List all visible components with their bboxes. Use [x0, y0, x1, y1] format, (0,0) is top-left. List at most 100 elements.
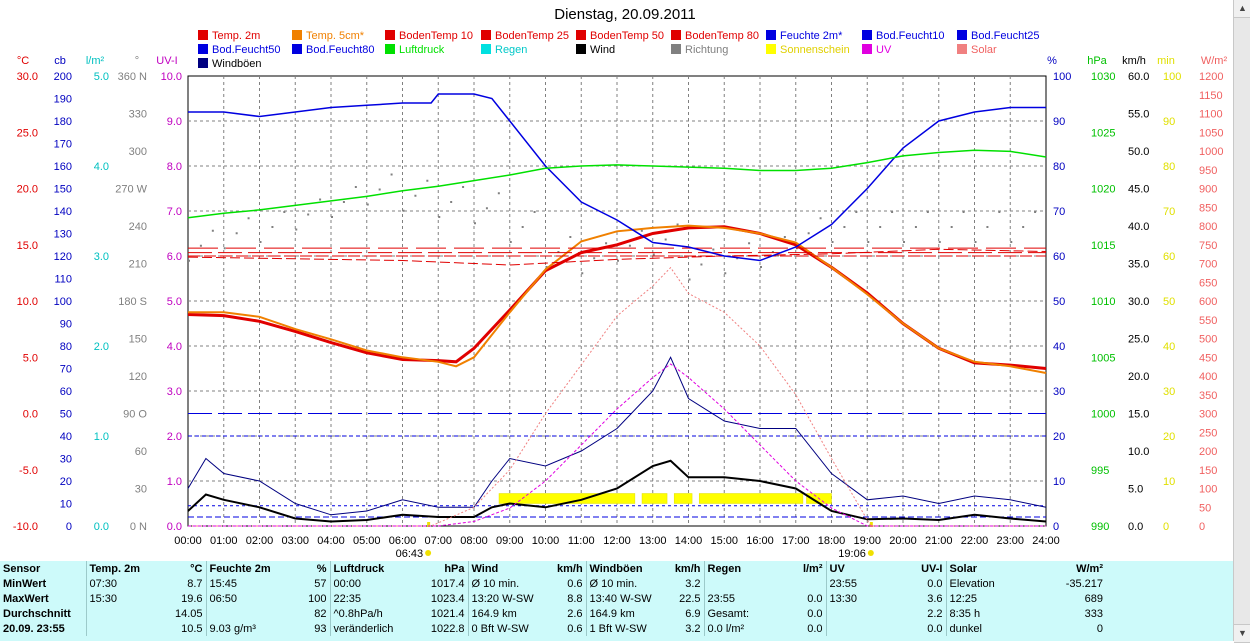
- time-tick-label: 11:00: [568, 535, 595, 547]
- legend-swatch: [766, 44, 776, 54]
- stats-filler: [1106, 561, 1233, 576]
- solar-tick-label: 700: [1199, 259, 1217, 271]
- stats-cell-note: 13:20 W-SW: [467, 591, 554, 606]
- hum-tick-label: 80: [1053, 161, 1065, 173]
- cb-tick-label: 140: [54, 206, 72, 218]
- solar-tick-label: 400: [1199, 371, 1217, 383]
- stats-header: Windböen: [585, 561, 670, 576]
- stats-cell-value: 0: [1096, 622, 1103, 635]
- temp-tick-label: -10.0: [13, 521, 38, 533]
- richtung-point: [867, 241, 870, 243]
- stats-cell-note: 13:30: [825, 591, 896, 606]
- stats-filler: [1106, 576, 1233, 591]
- legend-label: Feuchte 2m*: [780, 30, 843, 42]
- solar-unit-label: W/m²: [1201, 55, 1228, 67]
- rain-tick-label: 1.0: [94, 431, 109, 443]
- stats-row-name: MaxWert: [3, 592, 49, 605]
- solar-tick-label: 250: [1199, 427, 1217, 439]
- time-tick-label: 19:00: [853, 535, 881, 547]
- legend-swatch: [385, 44, 395, 54]
- series-feuchte-2m-: [188, 93, 1046, 262]
- scroll-up-icon[interactable]: ▲: [1234, 0, 1250, 18]
- legend-label: Bod.Feucht50: [212, 44, 281, 56]
- time-tick-label: 13:00: [639, 535, 667, 547]
- rain-tick-label: 2.0: [94, 341, 109, 353]
- solar-tick-label: 450: [1199, 352, 1217, 364]
- stats-cell-value: 0.0: [927, 577, 943, 590]
- richtung-point: [1022, 226, 1025, 228]
- richtung-point: [783, 236, 786, 238]
- richtung-point: [199, 244, 202, 247]
- stats-cell-note: 07:30: [85, 576, 156, 591]
- stats-header-unit: l/m²: [802, 562, 823, 575]
- solar-tick-label: 350: [1199, 390, 1217, 402]
- wind-tick-label: 30.0: [1128, 296, 1149, 308]
- vertical-scrollbar[interactable]: ▲ ▼: [1233, 0, 1250, 643]
- sun-tick-label: 30: [1163, 386, 1175, 398]
- legend-label: Windböen: [212, 58, 262, 70]
- solar-tick-label: 0: [1199, 521, 1205, 533]
- legend-label: Luftdruck: [399, 44, 445, 56]
- legend-label: Temp. 5cm*: [306, 30, 365, 42]
- legend-swatch: [862, 44, 872, 54]
- temp-tick-label: 5.0: [23, 352, 38, 364]
- richtung-point: [676, 223, 679, 226]
- sun-tick-label: 0: [1163, 521, 1169, 533]
- legend-swatch: [766, 30, 776, 40]
- wind-tick-label: 60.0: [1128, 71, 1149, 83]
- legend-swatch: [957, 44, 967, 54]
- dir-tick-label: 240: [129, 221, 147, 233]
- stats-cell-value: 14.05: [174, 607, 203, 620]
- richtung-point: [831, 241, 834, 243]
- cb-tick-label: 80: [60, 341, 72, 353]
- stats-row: MinWert 07:30 8.7 15:45 57 00:00 1017.4 Ø 10 mi…: [0, 576, 1233, 591]
- stats-cell-note: ^0.8hPa/h: [329, 606, 406, 621]
- richtung-point: [617, 259, 619, 262]
- stats-cell-value: 689: [1084, 592, 1103, 605]
- legend-item: Temp. 5cm*: [292, 30, 364, 44]
- richtung-point: [450, 201, 453, 203]
- richtung-point: [748, 242, 751, 245]
- rain-tick-label: 3.0: [94, 251, 109, 263]
- stats-cell-note: [703, 576, 788, 591]
- press-tick-label: 1015: [1091, 240, 1115, 252]
- temp-tick-label: 15.0: [17, 240, 38, 252]
- legend-item: Bod.Feucht10: [862, 30, 945, 44]
- stats-cell-value: 333: [1084, 607, 1103, 620]
- richtung-point: [1034, 211, 1037, 213]
- stats-cell-value: 2.2: [927, 607, 943, 620]
- legend-item: Sonnenschein: [766, 44, 850, 58]
- richtung-point: [950, 226, 953, 228]
- stats-header: Luftdruck: [329, 561, 406, 576]
- richtung-point: [247, 217, 250, 220]
- richtung-point: [700, 263, 703, 266]
- richtung-point: [891, 211, 894, 213]
- stats-cell-note: 15:30: [85, 591, 156, 606]
- stats-header-row: Sensor Temp. 2m °C Feuchte 2m% Luftdruck hPa W…: [0, 561, 1233, 576]
- hum-tick-label: 0: [1053, 521, 1059, 533]
- cb-tick-label: 0: [66, 521, 72, 533]
- time-tick-label: 01:00: [210, 535, 238, 547]
- richtung-point: [974, 241, 977, 243]
- scroll-down-icon[interactable]: ▼: [1234, 624, 1250, 643]
- richtung-point: [390, 173, 393, 176]
- dir-tick-label: 300: [129, 146, 147, 158]
- wind-tick-label: 15.0: [1128, 409, 1149, 421]
- dir-tick-label: 150: [129, 334, 147, 346]
- legend-label: Temp. 2m: [212, 30, 261, 42]
- sun-tick-label: 80: [1163, 161, 1175, 173]
- uv-tick-label: 4.0: [167, 341, 182, 353]
- legend-label: Bod.Feucht80: [306, 44, 375, 56]
- stats-cell-value: 10.5: [181, 622, 203, 635]
- cb-unit-label: cb: [54, 55, 66, 67]
- time-tick-label: 02:00: [246, 535, 274, 547]
- wind-tick-label: 0.0: [1128, 521, 1143, 533]
- richtung-point: [342, 201, 345, 203]
- sunset-label: 19:06: [838, 548, 866, 557]
- series-luftdruck: [187, 149, 1047, 219]
- stats-header: Regen: [703, 561, 788, 576]
- sun-tick-label: 40: [1163, 341, 1175, 353]
- legend-label: UV: [876, 44, 892, 56]
- stats-cell-note: Gesamt:: [703, 606, 788, 621]
